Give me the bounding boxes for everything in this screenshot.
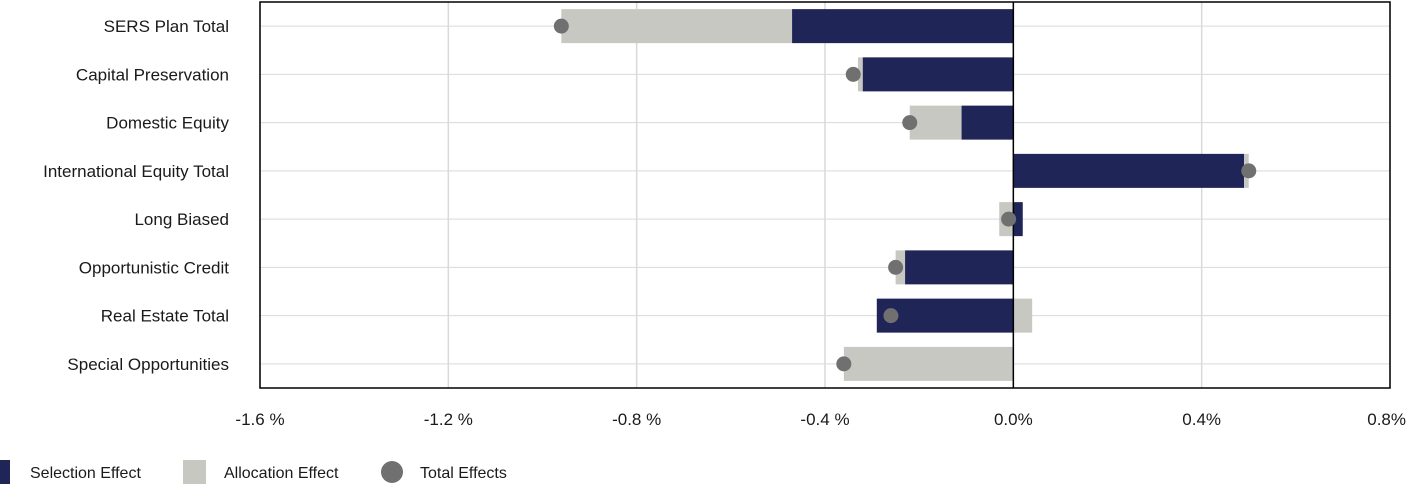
category-label: Opportunistic Credit xyxy=(79,258,230,277)
x-tick-label: 0.0% xyxy=(994,410,1033,429)
x-tick-label: -1.2 % xyxy=(424,410,473,429)
x-tick-label: 0.4% xyxy=(1182,410,1221,429)
total-effect-marker xyxy=(1241,163,1257,179)
total-effect-marker xyxy=(845,66,861,82)
total-effect-marker xyxy=(888,259,904,275)
x-tick-label: -0.4 % xyxy=(800,410,849,429)
category-label: Real Estate Total xyxy=(101,307,229,326)
legend-swatch xyxy=(381,461,403,483)
total-effect-marker xyxy=(553,18,569,34)
legend-label: Selection Effect xyxy=(30,465,141,482)
bar-selection-effect xyxy=(862,57,1014,92)
x-tick-label: -1.6 % xyxy=(235,410,284,429)
x-tick-labels: -1.6 % -1.2 % -0.8 % -0.4 % 0.0% 0.4% 0.8% xyxy=(235,410,1406,429)
bar-allocation-effect xyxy=(561,9,793,44)
category-label: Special Opportunities xyxy=(67,355,229,374)
total-effect-marker xyxy=(902,115,918,131)
bar-selection-effect xyxy=(876,298,1014,333)
x-tick-label: -0.8 % xyxy=(612,410,661,429)
legend: Selection Effect Allocation Effect Total E… xyxy=(0,460,507,484)
legend-swatch xyxy=(183,460,206,484)
gridlines xyxy=(259,2,1391,388)
plot-frame xyxy=(259,1,1391,389)
bar-selection-effect xyxy=(1013,153,1245,188)
total-effect-marker xyxy=(883,308,899,324)
bar-allocation-effect xyxy=(1013,298,1033,333)
bar-selection-effect xyxy=(905,250,1014,285)
x-tick-label: 0.8% xyxy=(1367,410,1406,429)
total-effect-marker xyxy=(1001,211,1017,227)
bar-selection-effect xyxy=(1013,202,1023,237)
category-label: Long Biased xyxy=(134,210,229,229)
bar-selection-effect xyxy=(792,9,1014,44)
category-label: Domestic Equity xyxy=(106,114,229,133)
bars-layer xyxy=(561,9,1249,381)
legend-label: Allocation Effect xyxy=(224,465,339,482)
category-labels: SERS Plan Total Capital Preservation Domes… xyxy=(43,17,229,374)
category-label: Capital Preservation xyxy=(76,65,229,84)
category-label: International Equity Total xyxy=(43,162,229,181)
category-label: SERS Plan Total xyxy=(104,17,229,36)
legend-swatch xyxy=(0,460,10,484)
total-effect-marker xyxy=(836,356,852,372)
bar-allocation-effect xyxy=(843,346,1014,381)
bar-allocation-effect xyxy=(909,105,962,140)
legend-label: Total Effects xyxy=(420,465,507,482)
bar-selection-effect xyxy=(961,105,1014,140)
markers-layer xyxy=(553,18,1257,372)
